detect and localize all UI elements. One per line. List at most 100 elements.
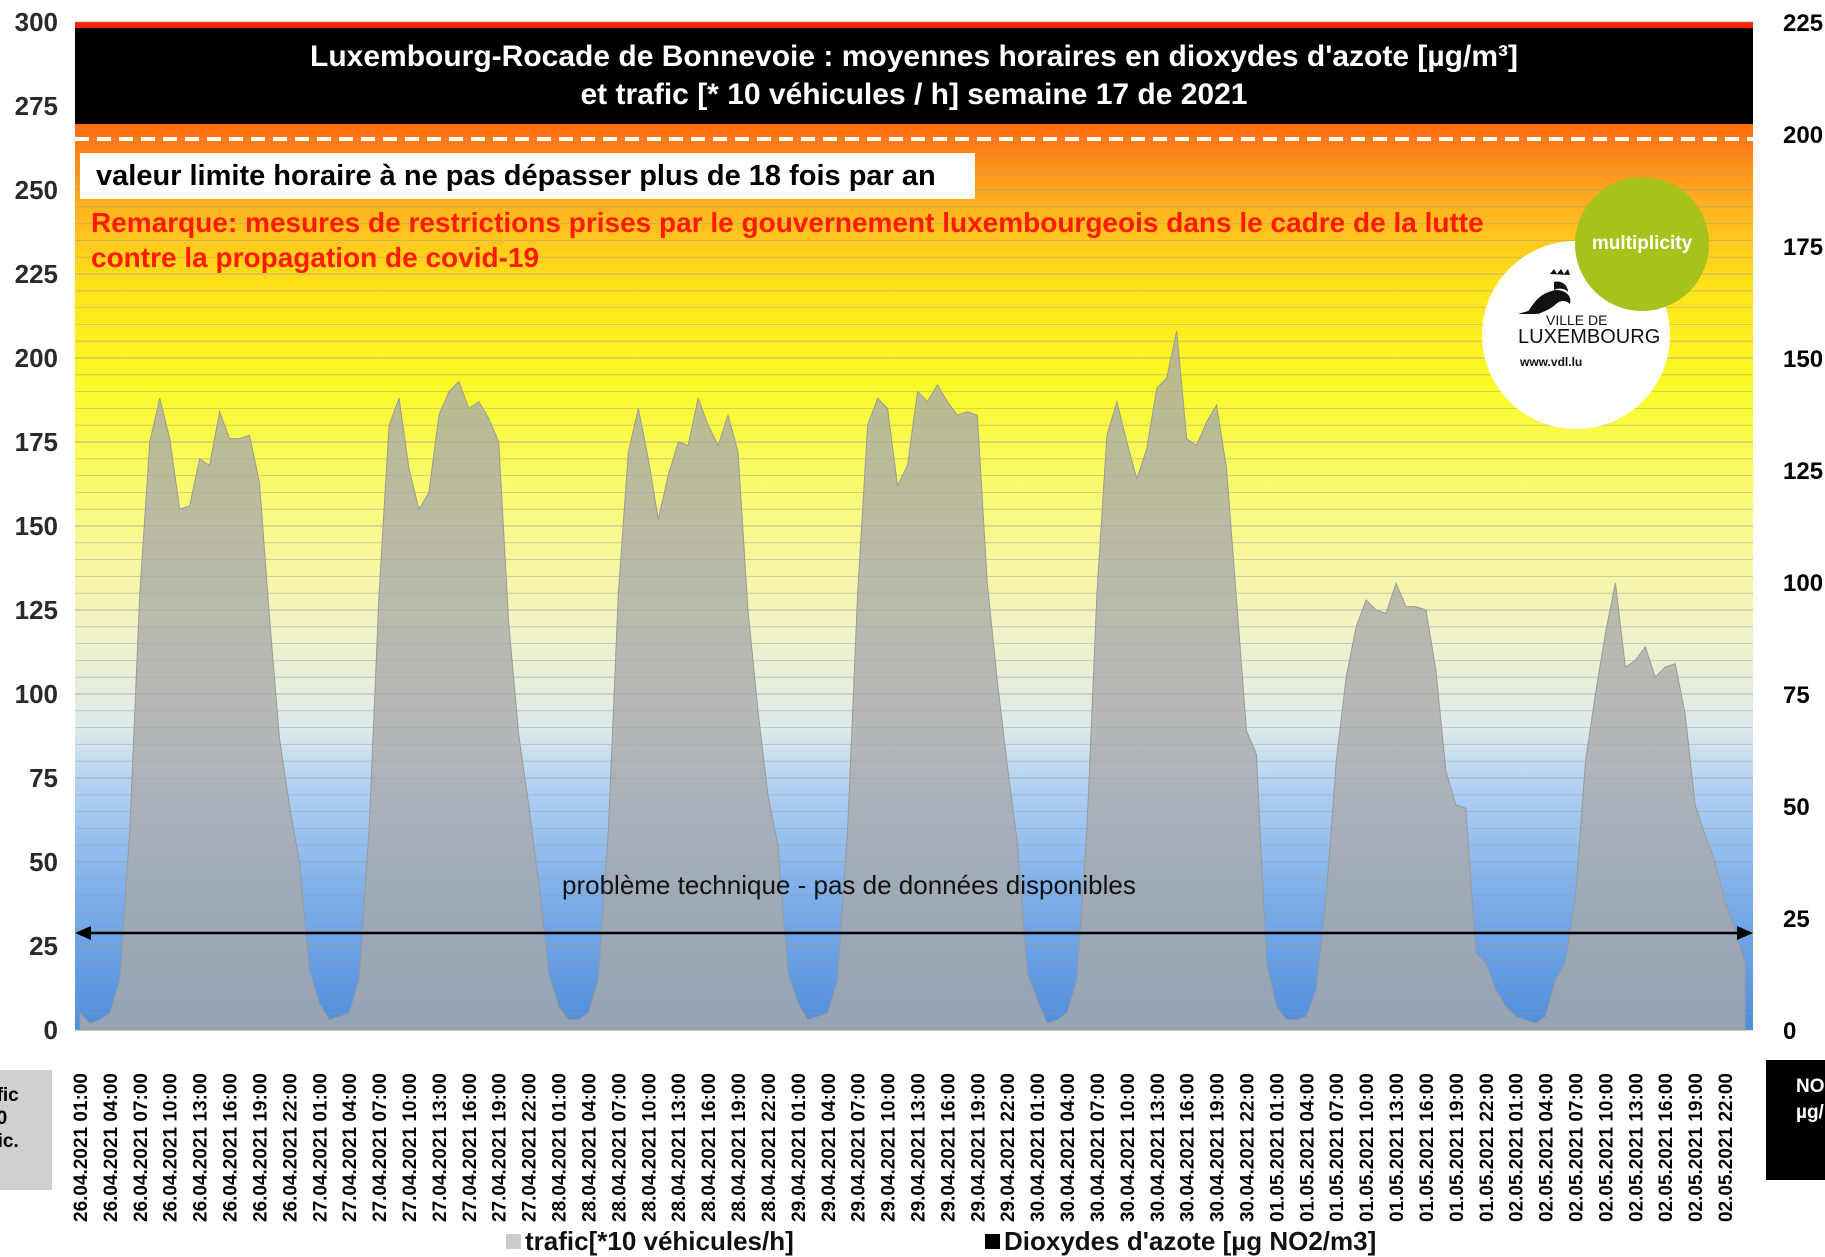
x-tick-label: 28.04.2021 16:00 (699, 1073, 720, 1222)
left-axis: 0 25 50 75 100 125 150 175 200 225 250 275 300 (15, 7, 58, 1045)
y-tick-label-left: 200 (15, 343, 58, 373)
y-tick-label-right: 25 (1783, 906, 1810, 933)
x-tick-label: 27.04.2021 01:00 (310, 1073, 331, 1222)
x-tick-label: 30.04.2021 07:00 (1088, 1073, 1109, 1222)
y-tick-label-left: 150 (15, 511, 58, 541)
right-axis-title-line: µg/ (1796, 1102, 1824, 1123)
vdl-logo-line-1: VILLE DE (1546, 312, 1608, 328)
x-tick-label: 30.04.2021 13:00 (1148, 1073, 1169, 1222)
right-axis-title-box: NO µg/ (1766, 1060, 1825, 1180)
no-data-arrow (75, 926, 1753, 940)
x-tick-label: 02.05.2021 13:00 (1626, 1073, 1647, 1222)
x-tick-label: 26.04.2021 22:00 (280, 1073, 301, 1222)
traffic-area (79, 331, 1746, 1031)
y-tick-label-right: 150 (1783, 346, 1823, 373)
legend-label-traffic: trafic[*10 véhicules/h] (525, 1226, 794, 1256)
no-data-annotation: problème technique - pas de données disp… (562, 870, 1136, 900)
x-tick-label: 30.04.2021 04:00 (1058, 1073, 1079, 1222)
x-tick-label: 27.04.2021 22:00 (520, 1073, 541, 1222)
x-tick-label: 29.04.2021 01:00 (789, 1073, 810, 1222)
x-tick-label: 28.04.2021 07:00 (609, 1073, 630, 1222)
remark-line-2: contre la propagation de covid-19 (91, 242, 540, 273)
legend-item-traffic: trafic[*10 véhicules/h] (506, 1226, 794, 1257)
x-axis-labels: 26.04.2021 01:00 26.04.2021 04:00 26.04.20… (71, 1073, 1737, 1222)
right-axis: 0 25 50 75 100 125 150 175 200 225 (1783, 10, 1823, 1045)
x-tick-label: 27.04.2021 04:00 (340, 1073, 361, 1222)
y-tick-label-right: 125 (1783, 458, 1823, 485)
x-tick-label: 26.04.2021 04:00 (101, 1073, 122, 1222)
x-tick-label: 27.04.2021 16:00 (460, 1073, 481, 1222)
lion-icon (1518, 269, 1571, 314)
legend-label-no2: Dioxydes d'azote [µg NO2/m3] (1004, 1226, 1377, 1256)
right-axis-title-line: NO (1796, 1076, 1825, 1097)
x-tick-label: 26.04.2021 01:00 (71, 1073, 92, 1222)
y-tick-label-left: 175 (15, 427, 58, 457)
multiplicity-logo: multiplicity (1575, 177, 1709, 311)
x-tick-label: 01.05.2021 04:00 (1297, 1073, 1318, 1222)
legend-item-no2: Dioxydes d'azote [µg NO2/m3] (985, 1226, 1376, 1257)
traffic-area-layer (79, 331, 1746, 1031)
y-tick-label-left: 25 (29, 931, 58, 961)
y-tick-label-left: 100 (15, 679, 58, 709)
left-axis-title-line: afic (0, 1085, 19, 1106)
x-tick-label: 02.05.2021 16:00 (1656, 1073, 1677, 1222)
x-tick-label: 27.04.2021 13:00 (430, 1073, 451, 1222)
x-tick-label: 28.04.2021 01:00 (550, 1073, 571, 1222)
y-tick-label-right: 75 (1783, 682, 1810, 709)
vdl-logo-line-2: LUXEMBOURG (1518, 326, 1661, 348)
x-tick-label: 01.05.2021 19:00 (1447, 1073, 1468, 1222)
x-tick-label: 27.04.2021 07:00 (370, 1073, 391, 1222)
x-tick-label: 29.04.2021 04:00 (819, 1073, 840, 1222)
y-tick-label-right: 0 (1783, 1018, 1796, 1045)
y-tick-label-left: 50 (29, 847, 58, 877)
x-tick-label: 01.05.2021 16:00 (1417, 1073, 1438, 1222)
x-tick-label: 29.04.2021 16:00 (938, 1073, 959, 1222)
y-tick-label-left: 250 (15, 175, 58, 205)
x-tick-label: 28.04.2021 13:00 (669, 1073, 690, 1222)
limit-value-label: valeur limite horaire à ne pas dépasser … (80, 153, 975, 199)
left-axis-title-line: 10 (0, 1108, 8, 1129)
x-tick-label: 01.05.2021 10:00 (1357, 1073, 1378, 1222)
x-tick-label: 26.04.2021 13:00 (191, 1073, 212, 1222)
x-tick-label: 27.04.2021 19:00 (490, 1073, 511, 1222)
y-tick-label-right: 225 (1783, 10, 1823, 37)
x-tick-label: 29.04.2021 19:00 (968, 1073, 989, 1222)
x-tick-label: 02.05.2021 22:00 (1716, 1073, 1737, 1222)
y-tick-label-right: 100 (1783, 570, 1823, 597)
x-tick-label: 27.04.2021 10:00 (400, 1073, 421, 1222)
x-tick-label: 28.04.2021 04:00 (579, 1073, 600, 1222)
y-tick-label-right: 50 (1783, 794, 1810, 821)
remark-line-1: Remarque: mesures de restrictions prises… (91, 207, 1484, 238)
remark-text: Remarque: mesures de restrictions prises… (91, 205, 1591, 275)
x-tick-label: 29.04.2021 07:00 (849, 1073, 870, 1222)
y-tick-label-left: 0 (44, 1015, 58, 1045)
left-axis-title-line: ] (0, 1153, 52, 1176)
x-tick-label: 30.04.2021 10:00 (1118, 1073, 1139, 1222)
legend-swatch-traffic (506, 1234, 521, 1249)
x-tick-label: 26.04.2021 07:00 (131, 1073, 152, 1222)
left-axis-title-box: afic 10 nic. ] (0, 1070, 52, 1190)
x-tick-label: 01.05.2021 13:00 (1387, 1073, 1408, 1222)
y-tick-label-right: 200 (1783, 122, 1823, 149)
y-tick-label-left: 75 (29, 763, 58, 793)
x-tick-label: 02.05.2021 01:00 (1507, 1073, 1528, 1222)
x-tick-label: 01.05.2021 22:00 (1477, 1073, 1498, 1222)
y-tick-label-left: 125 (15, 595, 58, 625)
x-tick-label: 02.05.2021 04:00 (1537, 1073, 1558, 1222)
x-tick-label: 02.05.2021 07:00 (1567, 1073, 1588, 1222)
x-tick-label: 29.04.2021 10:00 (879, 1073, 900, 1222)
x-tick-label: 26.04.2021 19:00 (250, 1073, 271, 1222)
chart-title: Luxembourg-Rocade de Bonnevoie : moyenne… (75, 28, 1753, 124)
x-tick-label: 28.04.2021 22:00 (759, 1073, 780, 1222)
x-tick-label: 30.04.2021 01:00 (1028, 1073, 1049, 1222)
y-tick-label-left: 300 (15, 7, 58, 37)
legend-swatch-no2 (985, 1234, 1000, 1249)
vdl-logo-url: www.vdl.lu (1520, 355, 1583, 369)
x-tick-label: 26.04.2021 16:00 (221, 1073, 242, 1222)
y-tick-label-left: 225 (15, 259, 58, 289)
x-tick-label: 01.05.2021 07:00 (1327, 1073, 1348, 1222)
left-axis-title-line: nic. (0, 1131, 19, 1152)
title-line-2: et trafic [* 10 véhicules / h] semaine 1… (580, 78, 1248, 111)
x-tick-label: 26.04.2021 10:00 (161, 1073, 182, 1222)
x-tick-label: 30.04.2021 16:00 (1178, 1073, 1199, 1222)
